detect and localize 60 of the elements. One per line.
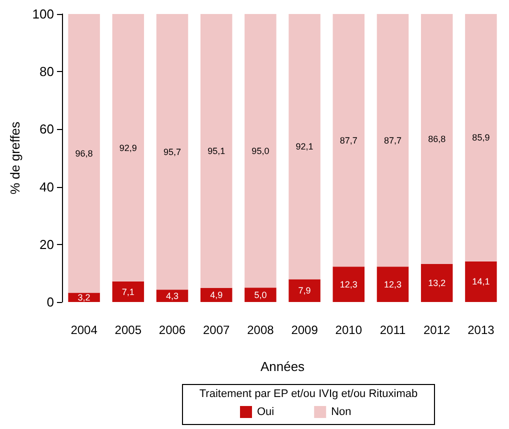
- y-tick-label: 60: [40, 122, 54, 137]
- data-label: 87,7: [340, 135, 358, 146]
- y-tick-label: 40: [40, 179, 54, 194]
- legend-title: Traitement par EP et/ou IVIg et/ou Rituximab: [199, 388, 418, 400]
- data-label: 86,8: [428, 134, 446, 144]
- data-label: 92,1: [296, 142, 314, 152]
- bar: [465, 14, 497, 262]
- data-label: 14,1: [472, 276, 490, 287]
- x-tick-label: 2006: [158, 323, 186, 337]
- bar: [112, 282, 144, 302]
- x-tick-label: 2013: [468, 323, 495, 337]
- x-tick-label: 2005: [114, 323, 142, 337]
- bar: [200, 14, 232, 288]
- legend-label: Non: [331, 406, 352, 418]
- bar: [332, 14, 365, 267]
- x-axis-title: Années: [260, 359, 306, 374]
- data-label: 92,9: [119, 142, 137, 153]
- data-label: 95,1: [208, 146, 226, 156]
- data-label: 12,3: [340, 279, 358, 290]
- legend-label: Oui: [257, 406, 274, 418]
- bar: [112, 14, 144, 282]
- data-label: 13,2: [428, 278, 446, 288]
- x-tick-label: 2008: [247, 323, 274, 337]
- bar: [376, 14, 409, 267]
- bar: [200, 288, 232, 302]
- data-label: 4,9: [210, 290, 223, 300]
- x-tick-label: 2012: [424, 323, 451, 337]
- bar: [244, 14, 276, 288]
- data-label: 4,3: [166, 290, 179, 301]
- bar: [244, 288, 276, 302]
- bar: [156, 290, 188, 302]
- bar: [332, 266, 365, 302]
- data-label: 7,9: [298, 286, 311, 296]
- x-tick-label: 2011: [380, 323, 406, 337]
- bar: [288, 279, 320, 302]
- bar: [156, 14, 188, 290]
- bar: [288, 14, 320, 280]
- bar: [420, 264, 453, 302]
- y-tick-label: 20: [40, 236, 54, 252]
- data-label: 96,8: [75, 148, 93, 158]
- data-label: 12,3: [384, 279, 402, 290]
- x-tick-label: 2010: [335, 323, 362, 337]
- data-label: 5,0: [254, 290, 267, 300]
- bar: [465, 261, 497, 302]
- data-label: 85,9: [472, 132, 490, 143]
- y-axis-title: % de greffes: [7, 121, 22, 194]
- bar: [68, 14, 100, 293]
- data-label: 95,7: [163, 146, 182, 157]
- data-label: 3,2: [78, 292, 90, 302]
- x-tick-label: 2004: [70, 323, 98, 337]
- data-label: 7,1: [122, 286, 134, 297]
- x-tick-label: 2009: [291, 323, 318, 337]
- y-tick-label: 100: [32, 6, 54, 22]
- data-label: 95,0: [252, 146, 270, 156]
- y-tick-label: 0: [46, 294, 54, 310]
- bar: [420, 14, 453, 264]
- x-tick-label: 2007: [203, 323, 230, 337]
- bar: [376, 266, 409, 302]
- data-label: 87,7: [384, 135, 402, 146]
- y-tick-label: 80: [40, 64, 54, 80]
